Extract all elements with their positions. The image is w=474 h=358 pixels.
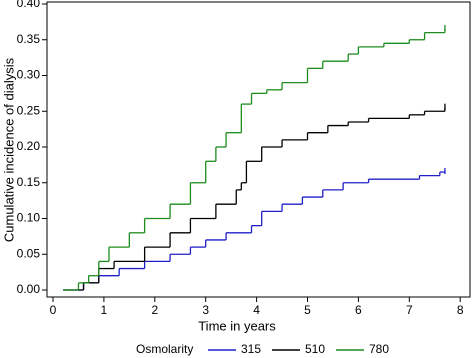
x-tick-label: 2 [151,303,158,317]
y-tick-label: 0.05 [17,246,41,260]
x-tick-label: 5 [304,303,311,317]
y-tick-label: 0.35 [17,32,41,46]
x-tick-label: 8 [457,303,464,317]
x-axis-label: Time in years [198,318,276,333]
y-tick-label: 0.10 [17,211,41,225]
x-tick-label: 7 [406,303,413,317]
y-tick-label: 0.25 [17,103,41,117]
y-axis-label: Cumulative incidence of dialysis [1,57,16,242]
x-tick-label: 6 [355,303,362,317]
plot-frame [46,1,471,298]
y-tick-label: 0.20 [17,139,41,153]
y-tick-label: 0.40 [17,0,41,10]
x-tick-label: 0 [50,303,57,317]
legend-title: Osmolarity [136,342,193,356]
legend-label: 780 [369,342,389,356]
legend-label: 315 [241,342,261,356]
y-tick-label: 0.30 [17,68,41,82]
x-tick-label: 1 [101,303,108,317]
y-tick-label: 0.00 [17,282,41,296]
x-tick-label: 4 [253,303,260,317]
legend-label: 510 [305,342,325,356]
y-tick-label: 0.15 [17,175,41,189]
x-tick-label: 3 [202,303,209,317]
